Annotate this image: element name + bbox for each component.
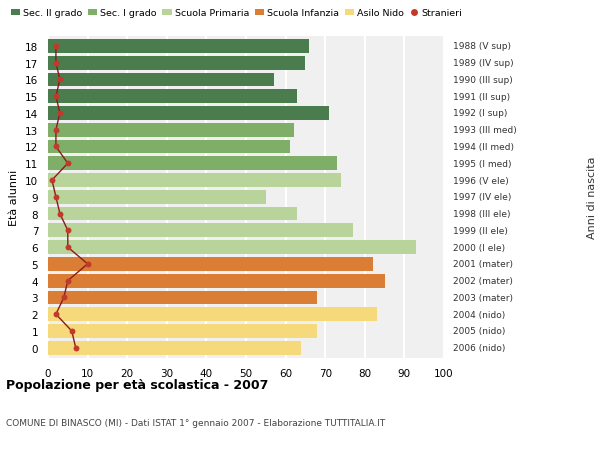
Bar (48, 341, 301, 355)
Text: 2004 (nido): 2004 (nido) (453, 310, 505, 319)
Text: 1992 (I sup): 1992 (I sup) (453, 109, 508, 118)
Point (59, 294, 68, 302)
Point (55, 110, 65, 118)
Point (51, 194, 61, 201)
Text: 2006 (nido): 2006 (nido) (453, 343, 505, 353)
Bar (48, 40, 310, 54)
Point (51, 43, 61, 50)
Bar (48, 140, 290, 154)
Point (63, 277, 73, 285)
Bar (48, 174, 341, 187)
Text: 1998 (III ele): 1998 (III ele) (453, 210, 511, 218)
Point (51, 144, 61, 151)
Text: 1997 (IV ele): 1997 (IV ele) (453, 193, 511, 202)
Bar (48, 308, 377, 321)
Text: Popolazione per età scolastica - 2007: Popolazione per età scolastica - 2007 (6, 379, 268, 392)
Text: Anni di nascita: Anni di nascita (587, 156, 597, 239)
Bar (48, 224, 353, 238)
Bar (48, 207, 298, 221)
Bar (48, 274, 385, 288)
Bar (48, 107, 329, 121)
Text: 1991 (II sup): 1991 (II sup) (453, 92, 510, 101)
Point (47, 177, 57, 185)
Point (55, 77, 65, 84)
Bar (48, 123, 293, 137)
Text: 2003 (mater): 2003 (mater) (453, 293, 513, 302)
Text: 1999 (II ele): 1999 (II ele) (453, 226, 508, 235)
Legend: Sec. II grado, Sec. I grado, Scuola Primaria, Scuola Infanzia, Asilo Nido, Stran: Sec. II grado, Sec. I grado, Scuola Prim… (11, 9, 463, 18)
Bar (48, 90, 298, 104)
Bar (48, 73, 274, 87)
Text: 2000 (I ele): 2000 (I ele) (453, 243, 505, 252)
Point (51, 127, 61, 134)
Bar (48, 56, 305, 70)
Point (51, 93, 61, 101)
Bar (48, 291, 317, 305)
Point (67, 328, 77, 335)
Bar (48, 257, 373, 271)
Text: 1996 (V ele): 1996 (V ele) (453, 176, 509, 185)
Text: 2002 (mater): 2002 (mater) (453, 277, 513, 285)
Text: 1990 (III sup): 1990 (III sup) (453, 76, 513, 85)
Bar (48, 325, 317, 338)
Bar (48, 241, 416, 254)
Point (63, 160, 73, 168)
Y-axis label: Età alunni: Età alunni (10, 169, 19, 225)
Text: 1995 (I med): 1995 (I med) (453, 159, 511, 168)
Text: 2005 (nido): 2005 (nido) (453, 327, 505, 336)
Text: 1988 (V sup): 1988 (V sup) (453, 42, 511, 51)
Point (51, 311, 61, 318)
Point (55, 210, 65, 218)
Text: 1994 (II med): 1994 (II med) (453, 143, 514, 151)
Text: 1989 (IV sup): 1989 (IV sup) (453, 59, 514, 68)
Point (63, 227, 73, 235)
Bar (48, 157, 337, 171)
Point (51, 60, 61, 67)
Point (83, 261, 92, 268)
Point (63, 244, 73, 251)
Text: 1993 (III med): 1993 (III med) (453, 126, 517, 135)
Text: COMUNE DI BINASCO (MI) - Dati ISTAT 1° gennaio 2007 - Elaborazione TUTTITALIA.IT: COMUNE DI BINASCO (MI) - Dati ISTAT 1° g… (6, 418, 385, 427)
Bar (48, 190, 266, 204)
Text: 2001 (mater): 2001 (mater) (453, 260, 513, 269)
Point (71, 344, 80, 352)
